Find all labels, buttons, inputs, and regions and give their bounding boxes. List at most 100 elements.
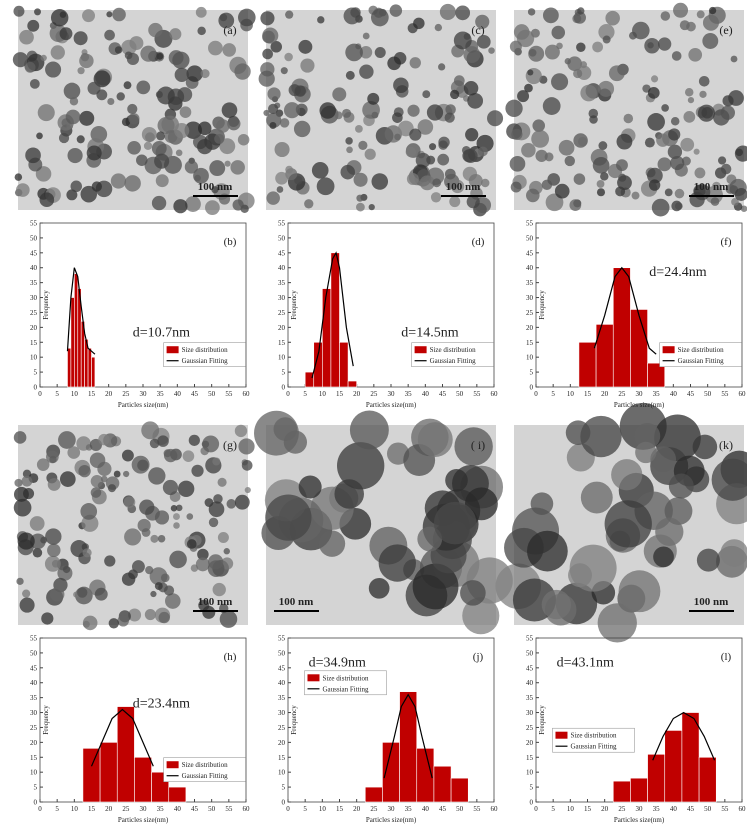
particle	[393, 77, 409, 93]
particle	[656, 134, 669, 147]
particle	[117, 615, 129, 627]
particle	[365, 149, 376, 160]
bar	[579, 342, 596, 387]
y-tick-label: 15	[30, 754, 38, 762]
annotation: d=10.7nm	[133, 326, 190, 341]
particle	[108, 484, 116, 492]
particle	[345, 137, 352, 144]
particle	[434, 502, 477, 545]
legend-label: Gaussian Fitting	[678, 357, 725, 365]
particle	[165, 593, 181, 609]
particle	[464, 81, 478, 95]
particle	[132, 456, 150, 474]
x-tick-label: 25	[122, 805, 130, 813]
x-tick-label: 40	[422, 390, 430, 398]
particle	[19, 30, 34, 45]
y-tick-label: 15	[278, 754, 286, 762]
particle	[67, 446, 80, 459]
particle	[670, 156, 684, 170]
particle	[183, 450, 195, 462]
panel-label: (k)	[719, 438, 733, 452]
particle	[150, 439, 160, 449]
particle	[23, 488, 34, 499]
particle	[440, 4, 456, 20]
particle	[58, 431, 76, 449]
particle	[438, 137, 449, 148]
particle	[285, 11, 293, 19]
particle	[152, 196, 166, 210]
particle	[51, 45, 65, 59]
particle	[722, 95, 733, 106]
x-tick-label: 20	[353, 390, 361, 398]
y-tick-label: 40	[278, 679, 286, 687]
particle	[173, 199, 187, 213]
y-tick-label: 55	[30, 220, 38, 228]
particle	[532, 119, 545, 132]
particle	[109, 618, 119, 628]
y-tick-label: 50	[526, 234, 534, 242]
particle	[13, 6, 24, 17]
y-tick-label: 5	[282, 784, 286, 792]
particle	[163, 480, 178, 495]
y-tick-label: 30	[30, 294, 38, 302]
x-tick-label: 35	[405, 390, 413, 398]
particle	[152, 141, 167, 156]
particle	[580, 85, 597, 102]
panel-label: (l)	[721, 651, 732, 663]
x-tick-label: 50	[208, 390, 216, 398]
particle	[531, 130, 549, 148]
legend-swatch	[167, 346, 179, 353]
particle	[644, 38, 659, 53]
particle	[559, 140, 575, 156]
particle	[117, 92, 125, 100]
particle	[148, 467, 165, 484]
legend-label: Gaussian Fitting	[182, 772, 229, 780]
particle	[176, 505, 183, 512]
particle	[142, 127, 157, 142]
y-tick-label: 55	[526, 220, 534, 228]
particle	[671, 117, 679, 125]
particle	[685, 88, 693, 96]
x-tick-label: 50	[704, 805, 712, 813]
particle	[60, 27, 73, 40]
particle	[576, 43, 585, 52]
particle	[123, 471, 129, 477]
particle	[59, 133, 69, 143]
y-tick-label: 15	[526, 754, 534, 762]
particle	[581, 482, 613, 514]
y-tick-label: 25	[30, 309, 38, 317]
particle	[164, 449, 172, 457]
particle	[375, 47, 386, 58]
x-tick-label: 0	[534, 390, 538, 398]
particle	[212, 457, 220, 465]
particle	[605, 500, 652, 547]
bar	[117, 707, 134, 802]
particle	[127, 141, 141, 155]
x-tick-label: 45	[191, 805, 199, 813]
particle	[629, 32, 637, 40]
particle	[437, 154, 449, 166]
particle	[88, 82, 101, 95]
panel-label: (j)	[473, 651, 484, 663]
particle	[478, 146, 488, 156]
particle	[688, 97, 694, 103]
particle	[145, 609, 156, 620]
particle	[234, 63, 250, 79]
bar	[88, 348, 91, 387]
y-tick-label: 5	[530, 369, 534, 377]
particle	[698, 105, 715, 122]
histogram-chart: 0510152025303540455055051015202530354045…	[30, 220, 250, 410]
particle	[413, 18, 424, 29]
particle	[45, 556, 61, 572]
panel-label: (b)	[224, 236, 237, 248]
x-tick-label: 30	[388, 805, 396, 813]
panel-label: (f)	[721, 236, 732, 248]
x-tick-label: 30	[388, 390, 396, 398]
particle	[141, 421, 159, 439]
particle	[60, 471, 76, 487]
annotation: d=34.9nm	[309, 655, 366, 670]
particle	[527, 69, 533, 75]
y-tick-label: 15	[30, 339, 38, 347]
particle	[87, 145, 102, 160]
